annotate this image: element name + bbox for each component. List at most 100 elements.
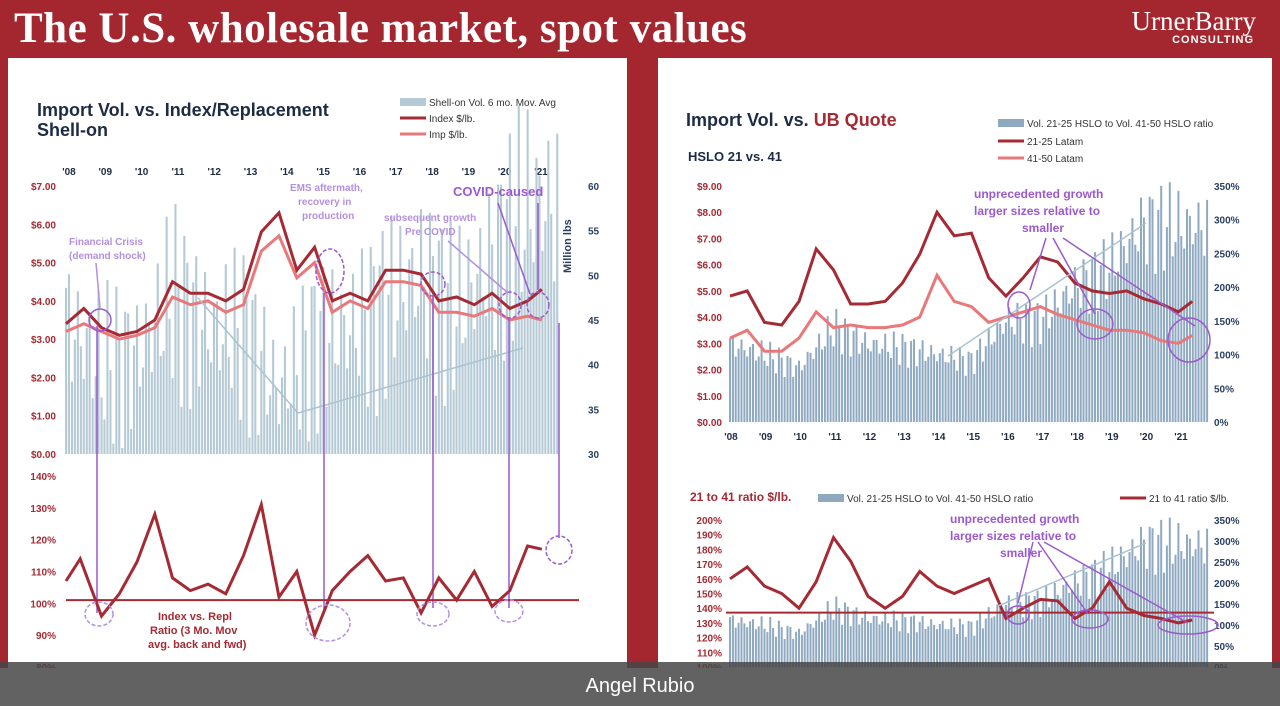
ratio-circles [84, 535, 573, 642]
r-volume-bar [1091, 259, 1094, 422]
volume-bar [497, 184, 500, 454]
r-volume-bar [1053, 289, 1056, 422]
right-bottom-volume-bars [729, 517, 1209, 667]
rb-volume-bar [754, 629, 757, 667]
volume-bar [204, 272, 207, 454]
volume-bar [88, 311, 91, 454]
volume-bar [298, 429, 301, 454]
volume-bar [363, 309, 366, 454]
volume-bar [292, 306, 295, 454]
volume-bar [420, 209, 423, 454]
volume-bar [476, 273, 479, 454]
r-volume-bar [993, 341, 996, 422]
volume-bar [118, 338, 121, 454]
r-volume-bar [961, 356, 964, 422]
rb-volume-bar [924, 629, 927, 667]
rb-volume-bar [867, 621, 869, 667]
r-volume-bar [956, 370, 959, 422]
left-top-year-axis: '08 '09 '10 '11 '12 '13 '14 '15 '16 '17 '18 '19 '20 '… [62, 167, 548, 178]
volume-bar [103, 419, 106, 454]
volume-bar [366, 406, 369, 454]
rb-volume-bar [832, 619, 835, 667]
rb-volume-bar [780, 626, 783, 667]
rb-volume-bar [1050, 600, 1053, 667]
rb-volume-bar [967, 621, 970, 667]
rb-volume-bar [1142, 539, 1145, 667]
r-volume-bar [987, 327, 990, 422]
r-volume-bar [1203, 255, 1206, 422]
r-volume-bar [861, 343, 864, 422]
volume-bar [230, 387, 233, 454]
r-volume-bar [749, 346, 752, 422]
r-volume-bar [930, 345, 933, 422]
volume-bar [236, 328, 239, 454]
volume-bar [67, 274, 70, 454]
rb-volume-bar [1108, 572, 1111, 667]
rb-volume-bar [772, 628, 775, 667]
right-panel: Import Vol. vs. UB Quote HSLO 21 vs. 41 … [658, 58, 1272, 684]
rb-annot-circle-2 [1071, 609, 1109, 629]
rb-volume-bar [1030, 619, 1033, 667]
rb-volume-bar [907, 633, 910, 667]
right-y-axis: $9.00 $8.00 $7.00 $6.00 $5.00 $4.00 $3.00 $2.00… [697, 182, 722, 429]
r-volume-bar [1094, 252, 1096, 422]
right-y-tick-0: $9.00 [697, 182, 722, 193]
rb-annot-arrow-3 [1043, 541, 1189, 624]
right-bottom-title: 21 to 41 ratio $/lb. [690, 490, 791, 504]
rb-volume-bar [760, 616, 763, 667]
r-volume-bar [898, 364, 901, 422]
rb-volume-bar [752, 619, 754, 667]
volume-bar [553, 281, 556, 454]
r-volume-bar [907, 367, 910, 422]
r-volume-bar [1140, 197, 1142, 422]
r-volume-bar [1119, 231, 1122, 422]
volume-bar [91, 398, 94, 454]
rb-volume-bar [1053, 583, 1056, 667]
volume-bar [517, 105, 520, 454]
r-volume-bar [958, 347, 961, 422]
right-y-tick-9: $0.00 [697, 418, 722, 429]
r-volume-bar [1042, 316, 1045, 422]
page-title: The U.S. wholesale market, spot values [14, 5, 748, 52]
annot-arrow-financial [95, 262, 101, 309]
volume-bar [136, 305, 139, 454]
rb-volume-bar [1048, 607, 1051, 667]
annot-subsequent-1: subsequent growth [384, 213, 476, 224]
volume-bar [245, 300, 248, 454]
volume-bar [378, 265, 381, 454]
rb-volume-bar [746, 627, 749, 667]
ratio-circle-2020 [494, 599, 524, 623]
rb-volume-bar [731, 615, 734, 667]
rb-volume-bar [1105, 588, 1108, 667]
r-volume-bar [792, 376, 795, 422]
volume-bar [109, 370, 112, 454]
left-y-right-tick-1: 55 [588, 227, 600, 238]
rb-y-right-tick-1: 300% [1214, 537, 1240, 548]
right-year-5: '13 [897, 432, 911, 443]
r-volume-bar [798, 360, 800, 422]
volume-bar [544, 221, 547, 454]
r-volume-bar [1151, 199, 1154, 422]
rb-y-tick-6: 140% [696, 604, 722, 615]
r-volume-bar [789, 357, 792, 422]
volume-bar [192, 282, 195, 454]
rb-volume-bar [1039, 616, 1042, 667]
r-volume-bar [829, 335, 832, 422]
annot-arrow-subsequent [447, 240, 509, 294]
rb-volume-bar [1019, 601, 1022, 667]
left-top-year-5: '13 [244, 167, 258, 178]
rb-volume-bar [878, 624, 881, 667]
volume-bar [508, 133, 511, 454]
volume-bar [275, 387, 278, 454]
r-volume-bar [881, 348, 884, 422]
right-year-0: '08 [724, 432, 738, 443]
rb-volume-bar [1088, 598, 1091, 667]
rb-volume-bar [1071, 589, 1073, 667]
r-volume-bar [760, 340, 763, 422]
volume-bar [263, 306, 266, 454]
volume-bar [150, 371, 153, 454]
r-volume-bar [1039, 344, 1042, 422]
r-volume-bar [996, 322, 999, 422]
volume-bar [313, 285, 316, 454]
r-volume-bar [1163, 270, 1165, 422]
